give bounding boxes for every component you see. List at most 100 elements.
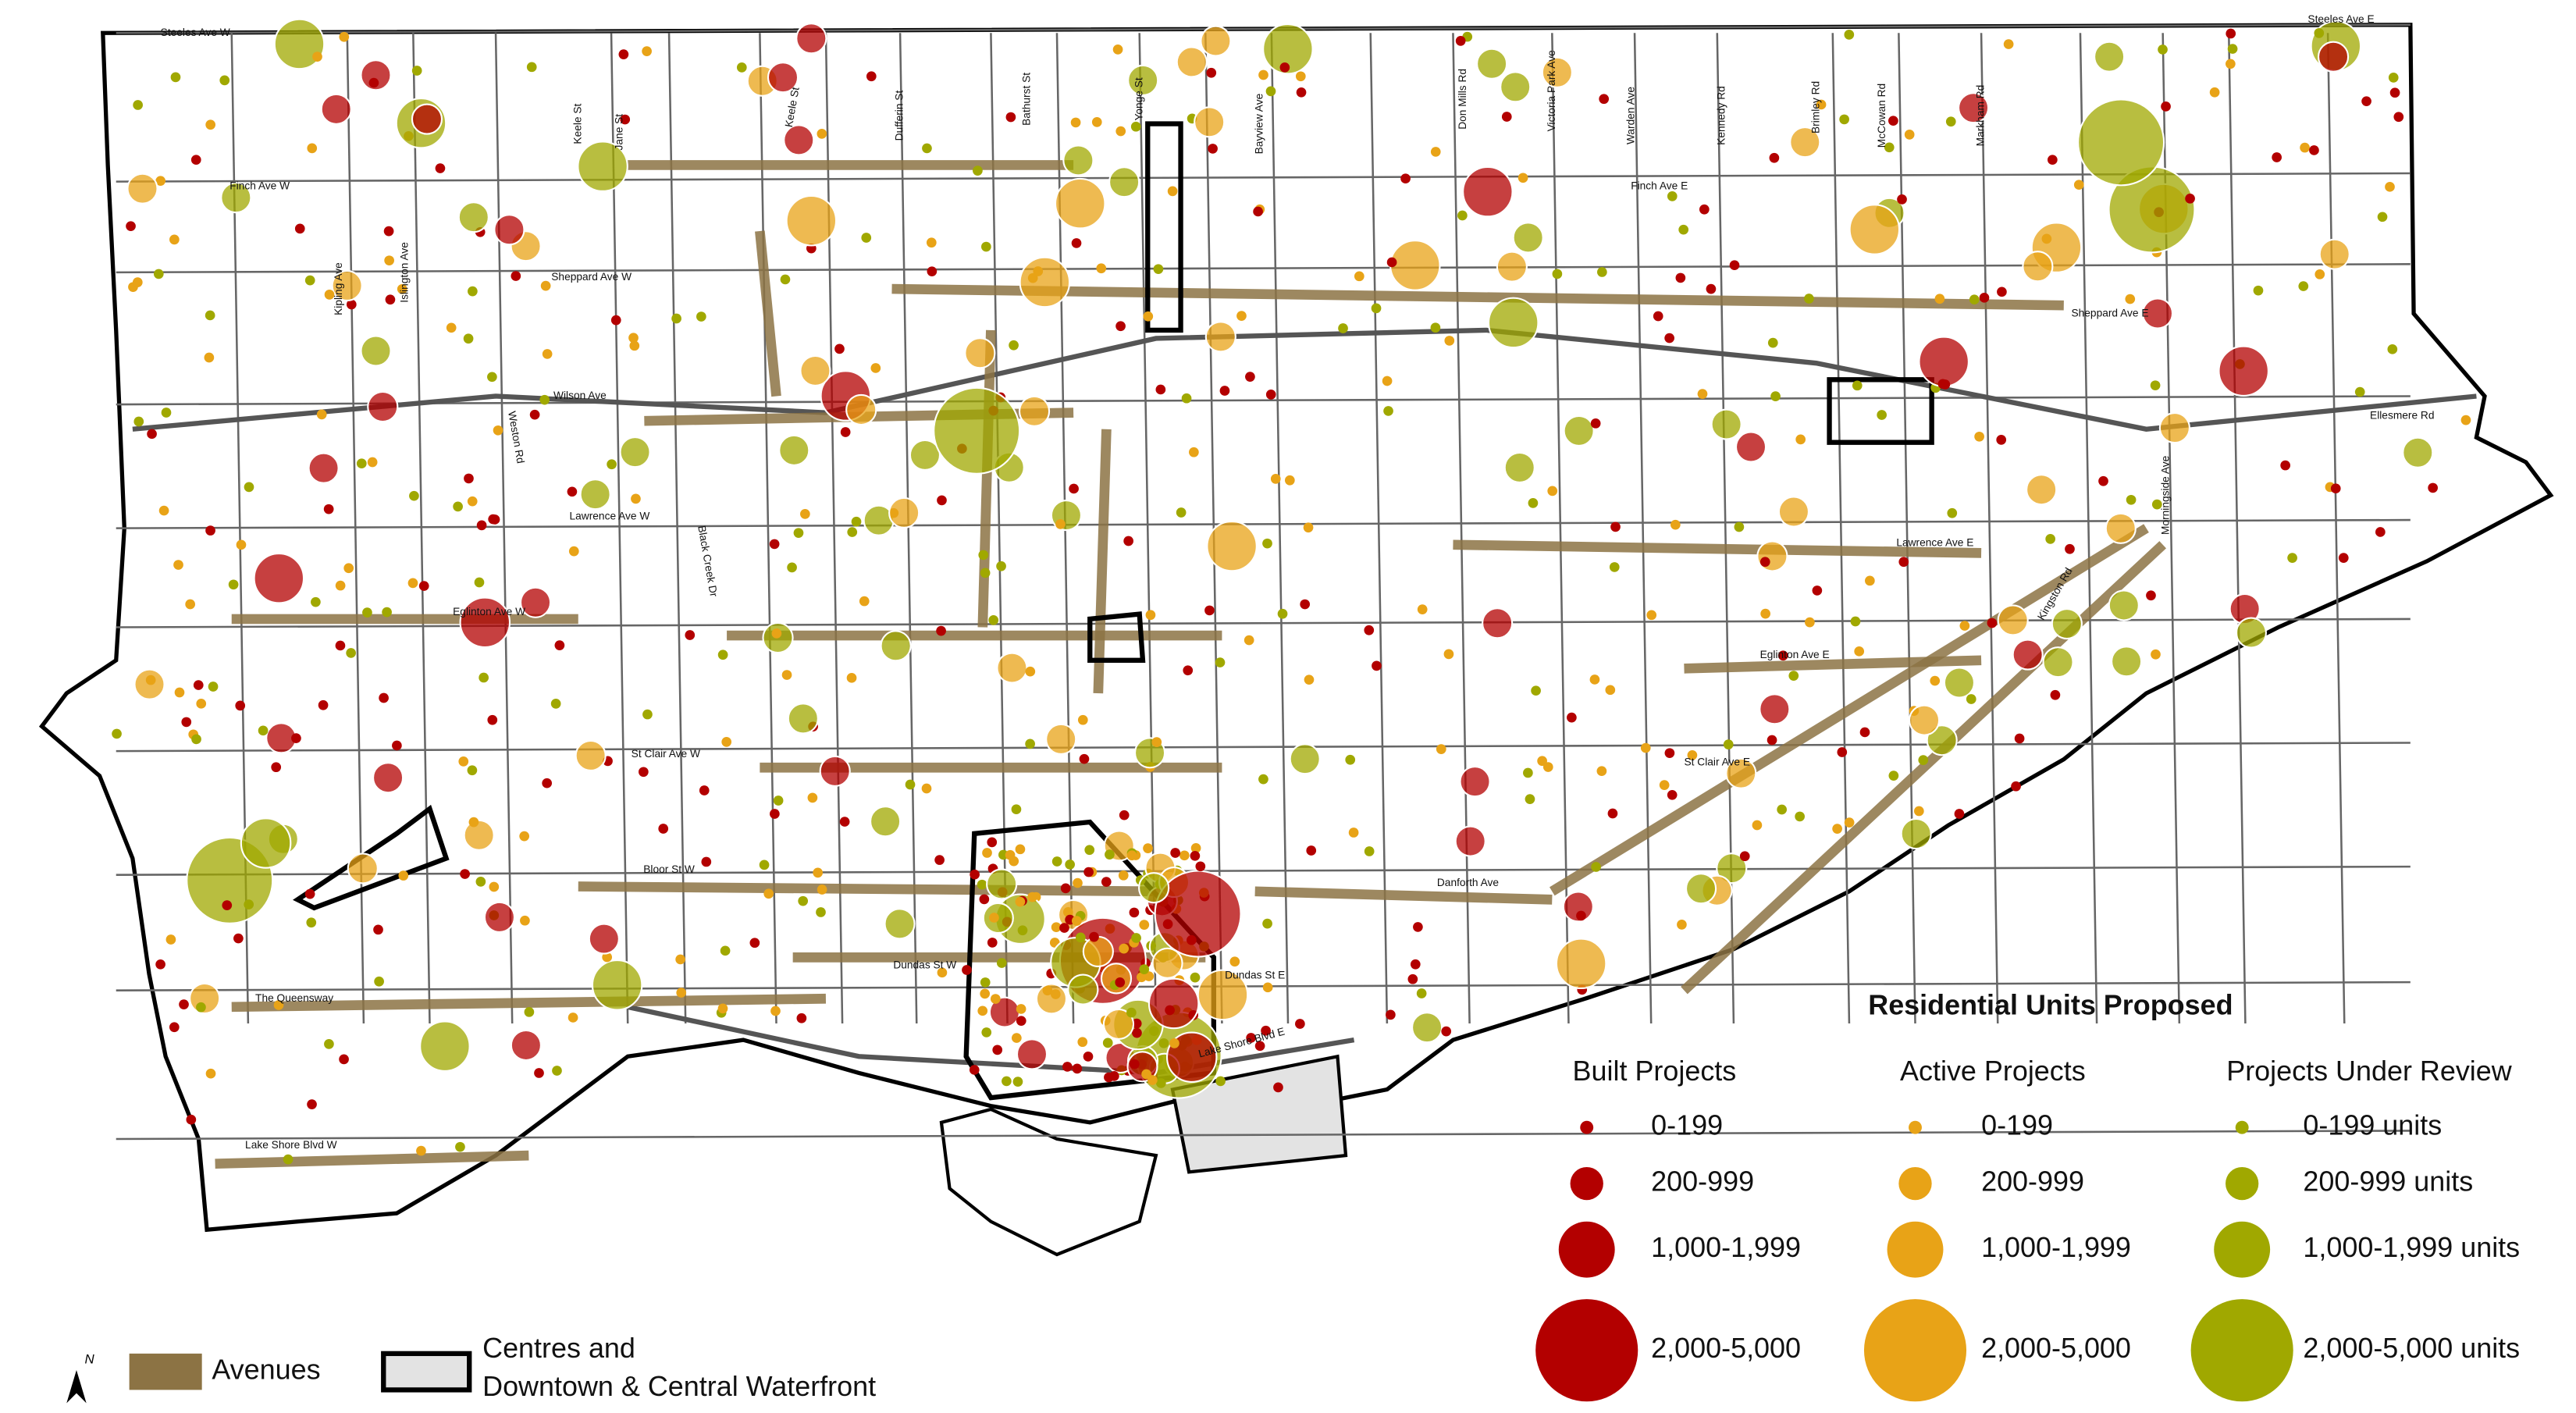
project-dot xyxy=(799,354,831,387)
project-dot xyxy=(539,394,550,405)
project-dot xyxy=(1609,562,1620,572)
project-dot xyxy=(2151,649,2161,660)
project-dot xyxy=(628,333,639,343)
project-dot xyxy=(796,1013,807,1023)
project-dot xyxy=(1957,92,1990,124)
project-dot xyxy=(510,1029,542,1062)
project-dot xyxy=(990,994,1001,1004)
project-dot xyxy=(717,1003,728,1014)
project-dot xyxy=(1145,610,1156,621)
project-dot xyxy=(1987,618,1998,628)
project-dot xyxy=(987,837,998,848)
street-label: Eglinton Ave W xyxy=(453,606,525,618)
project-dot xyxy=(2003,39,2014,49)
project-dot xyxy=(676,988,687,998)
project-dot xyxy=(785,194,838,247)
project-dot xyxy=(1723,739,1734,749)
legend-class: 2,000-5,000 xyxy=(1651,1332,1801,1364)
project-dot xyxy=(2354,386,2365,397)
project-dot xyxy=(2388,73,2399,83)
project-dot xyxy=(813,867,823,878)
project-dot xyxy=(839,817,850,827)
project-dot xyxy=(816,907,826,917)
project-dot xyxy=(618,49,629,59)
road xyxy=(1633,33,1653,1024)
project-dot xyxy=(1729,260,1740,271)
project-dot xyxy=(1462,166,1514,218)
project-dot xyxy=(1303,522,1314,533)
legend-symbol xyxy=(1863,1299,1967,1402)
project-dot xyxy=(411,66,422,76)
street-label: Warden Ave xyxy=(1624,87,1636,144)
project-dot xyxy=(859,596,870,607)
project-dot xyxy=(2226,59,2236,69)
project-dot xyxy=(2012,639,2044,671)
road xyxy=(2079,33,2098,1024)
project-dot xyxy=(763,888,774,899)
project-dot xyxy=(1525,794,1535,804)
project-dot xyxy=(446,322,457,333)
project-dot xyxy=(591,959,643,1011)
project-dot xyxy=(1503,451,1535,484)
street-label: Kipling Ave xyxy=(333,262,344,315)
project-dot xyxy=(989,913,999,923)
project-dot xyxy=(204,352,215,363)
project-dot xyxy=(787,703,819,735)
project-dot xyxy=(1119,810,1130,820)
project-dot xyxy=(382,607,392,618)
avenue xyxy=(231,993,827,1013)
legend-symbol xyxy=(1887,1221,1944,1278)
project-dot xyxy=(1517,173,1528,183)
project-dot xyxy=(701,856,712,867)
project-dot xyxy=(1025,739,1035,749)
project-dot xyxy=(205,1068,216,1079)
project-dot xyxy=(331,269,363,302)
project-dot xyxy=(1069,483,1079,494)
project-dot xyxy=(468,286,478,297)
project-dot xyxy=(1918,336,1969,388)
project-dot xyxy=(1898,557,1909,568)
project-dot xyxy=(1687,749,1698,760)
project-dot xyxy=(778,434,810,466)
project-dot xyxy=(191,734,201,745)
project-dot xyxy=(467,765,478,776)
project-dot xyxy=(2314,269,2325,279)
project-dot xyxy=(905,779,916,790)
project-dot xyxy=(1547,486,1558,497)
project-dot xyxy=(1844,817,1855,828)
legend-symbol xyxy=(1580,1120,1594,1134)
project-dot xyxy=(834,343,845,354)
project-dot xyxy=(1091,117,1102,127)
project-dot xyxy=(158,505,169,516)
project-dot xyxy=(2385,181,2395,192)
project-dot xyxy=(1576,910,1586,921)
project-dot xyxy=(1176,46,1208,78)
project-dot xyxy=(1102,1038,1113,1048)
avenue xyxy=(1453,539,1982,558)
project-dot xyxy=(312,52,322,62)
project-dot xyxy=(1926,724,1958,756)
project-dot xyxy=(1009,340,1019,351)
project-dot xyxy=(411,103,443,135)
project-dot xyxy=(1996,435,2007,445)
project-dot xyxy=(1005,849,1016,860)
centre-boundary xyxy=(1145,121,1183,333)
street-label: Islington Ave xyxy=(398,242,410,303)
project-dot xyxy=(542,778,553,788)
project-dot xyxy=(2300,142,2310,153)
street-label: Danforth Ave xyxy=(1437,877,1500,888)
project-dot xyxy=(2146,590,2156,601)
project-dot xyxy=(1219,386,1230,396)
project-dot xyxy=(1025,666,1036,677)
project-dot xyxy=(1945,116,1956,127)
project-dot xyxy=(2389,87,2400,98)
project-dot xyxy=(1832,824,1842,834)
street-label: Finch Ave W xyxy=(229,180,290,192)
street-label: Lawrence Ave E xyxy=(1896,536,1973,548)
road xyxy=(116,1130,2411,1141)
project-dot xyxy=(1165,1031,1218,1084)
project-dot xyxy=(552,1066,562,1076)
project-dot xyxy=(1027,892,1037,902)
project-dot xyxy=(1599,94,1610,105)
